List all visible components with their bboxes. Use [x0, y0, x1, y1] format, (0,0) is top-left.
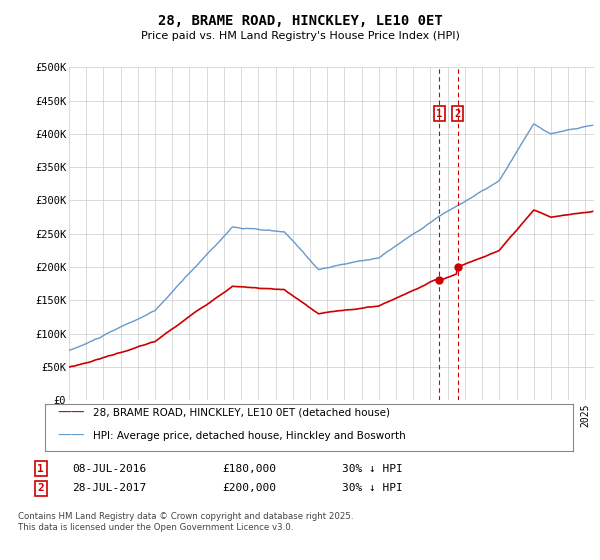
Text: 28, BRAME ROAD, HINCKLEY, LE10 0ET (detached house): 28, BRAME ROAD, HINCKLEY, LE10 0ET (deta…	[93, 408, 390, 418]
Text: £180,000: £180,000	[222, 464, 276, 474]
Text: HPI: Average price, detached house, Hinckley and Bosworth: HPI: Average price, detached house, Hinc…	[93, 431, 406, 441]
Text: 2: 2	[37, 483, 44, 493]
Text: 1: 1	[436, 109, 443, 119]
Text: Contains HM Land Registry data © Crown copyright and database right 2025.
This d: Contains HM Land Registry data © Crown c…	[18, 512, 353, 532]
Text: 1: 1	[37, 464, 44, 474]
Text: 2: 2	[454, 109, 461, 119]
Text: Price paid vs. HM Land Registry's House Price Index (HPI): Price paid vs. HM Land Registry's House …	[140, 31, 460, 41]
Text: ——: ——	[57, 405, 85, 420]
Text: £200,000: £200,000	[222, 483, 276, 493]
Text: ——: ——	[57, 429, 85, 444]
Text: 28-JUL-2017: 28-JUL-2017	[72, 483, 146, 493]
Text: 28, BRAME ROAD, HINCKLEY, LE10 0ET: 28, BRAME ROAD, HINCKLEY, LE10 0ET	[158, 14, 442, 28]
Text: 30% ↓ HPI: 30% ↓ HPI	[342, 464, 403, 474]
Text: 08-JUL-2016: 08-JUL-2016	[72, 464, 146, 474]
Text: 30% ↓ HPI: 30% ↓ HPI	[342, 483, 403, 493]
